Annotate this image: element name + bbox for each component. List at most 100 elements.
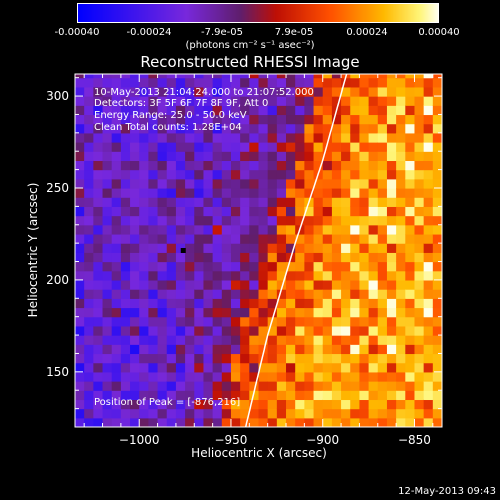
heatmap-cell <box>286 151 296 162</box>
heatmap-cell <box>341 123 351 134</box>
heatmap-cell <box>331 252 342 263</box>
heatmap-cell <box>84 335 94 345</box>
heatmap-cell <box>93 252 104 263</box>
heatmap-cell <box>120 335 131 345</box>
heatmap-cell <box>221 325 232 336</box>
heatmap-cell <box>396 160 406 171</box>
heatmap-cell <box>148 132 159 143</box>
heatmap-cell <box>93 399 104 410</box>
heatmap-cell <box>212 74 223 79</box>
heatmap-cell <box>359 408 370 419</box>
heatmap-cell <box>350 279 361 290</box>
heatmap-cell <box>166 151 177 162</box>
heatmap-cell <box>93 344 104 355</box>
heatmap-cell <box>203 142 214 152</box>
heatmap-cell <box>185 243 195 253</box>
heatmap-cell <box>267 408 278 419</box>
heatmap-cell <box>414 206 425 217</box>
heatmap-cell <box>185 178 195 189</box>
heatmap-cell <box>130 105 140 116</box>
heatmap-cell <box>185 123 195 134</box>
heatmap-cell <box>148 187 159 198</box>
heatmap-cell <box>130 417 140 427</box>
heatmap-cell <box>148 381 159 391</box>
heatmap-cell <box>249 261 260 272</box>
heatmap-cell <box>295 252 305 263</box>
heatmap-cell <box>166 371 177 382</box>
heatmap-cell <box>230 151 241 162</box>
heatmap-cell <box>396 279 406 290</box>
heatmap-cell <box>111 390 122 401</box>
heatmap-cell <box>84 289 94 299</box>
heatmap-cell <box>386 96 397 106</box>
heatmap-cell <box>267 353 278 364</box>
heatmap-cell <box>295 316 305 327</box>
heatmap-cell <box>286 233 296 244</box>
heatmap-cell <box>350 325 361 336</box>
heatmap-cell <box>75 86 85 97</box>
heatmap-cell <box>120 399 131 410</box>
heatmap-cell <box>230 74 241 79</box>
heatmap-cell <box>313 151 324 162</box>
heatmap-cell <box>313 187 324 198</box>
heatmap-cell <box>405 353 416 364</box>
heatmap-cell <box>111 187 122 198</box>
heatmap-cell <box>203 233 214 244</box>
heatmap-cell <box>258 325 269 336</box>
heatmap-cell <box>396 261 406 272</box>
heatmap-cell <box>359 86 370 97</box>
heatmap-cell <box>148 261 159 272</box>
heatmap-cell <box>304 390 315 401</box>
heatmap-cell <box>341 316 351 327</box>
heatmap-cell <box>258 206 269 217</box>
heatmap-cell <box>249 77 260 88</box>
heatmap-cell <box>359 261 370 272</box>
heatmap-cell <box>368 316 379 327</box>
heatmap-cell <box>221 243 232 253</box>
heatmap-cell <box>368 252 379 263</box>
heatmap-cell <box>175 252 186 263</box>
heatmap-cell <box>396 371 406 382</box>
heatmap-cell <box>148 233 159 244</box>
heatmap-cell <box>212 381 223 391</box>
heatmap-cell <box>276 381 287 391</box>
heatmap-cell <box>175 215 186 226</box>
heatmap-cell <box>341 307 351 318</box>
heatmap-cell <box>432 371 442 382</box>
heatmap-cell <box>84 408 94 419</box>
heatmap-cell <box>405 243 416 253</box>
heatmap-cell <box>341 105 351 116</box>
heatmap-cell <box>295 344 305 355</box>
heatmap-cell <box>194 353 205 364</box>
heatmap-cell <box>377 160 388 171</box>
heatmap-cell <box>139 178 149 189</box>
heatmap-cell <box>432 261 442 272</box>
heatmap-cell <box>102 390 113 401</box>
heatmap-cell <box>414 344 425 355</box>
heatmap-cell <box>276 74 287 79</box>
heatmap-cell <box>166 335 177 345</box>
clean-counts-annotation: Clean Total counts: 1.28E+04 <box>94 122 242 133</box>
heatmap-cell <box>75 353 85 364</box>
heatmap-cell <box>166 344 177 355</box>
heatmap-cell <box>313 381 324 391</box>
heatmap-cell <box>203 390 214 401</box>
heatmap-cell <box>240 279 250 290</box>
heatmap-cell <box>322 114 333 125</box>
colorbar-tick-label: 0.00040 <box>418 27 460 38</box>
heatmap-cell <box>84 74 94 79</box>
heatmap-cell <box>276 224 287 235</box>
heatmap-cell <box>331 390 342 401</box>
heatmap-cell <box>148 353 159 364</box>
heatmap-cell <box>212 252 223 263</box>
heatmap-cell <box>130 399 140 410</box>
heatmap-cell <box>120 187 131 198</box>
heatmap-cell <box>276 279 287 290</box>
heatmap-cell <box>194 178 205 189</box>
heatmap-cell <box>423 86 434 97</box>
heatmap-cell <box>405 169 416 180</box>
heatmap-cell <box>304 344 315 355</box>
heatmap-cell <box>396 77 406 88</box>
heatmap-cell <box>341 233 351 244</box>
heatmap-cell <box>240 307 250 318</box>
